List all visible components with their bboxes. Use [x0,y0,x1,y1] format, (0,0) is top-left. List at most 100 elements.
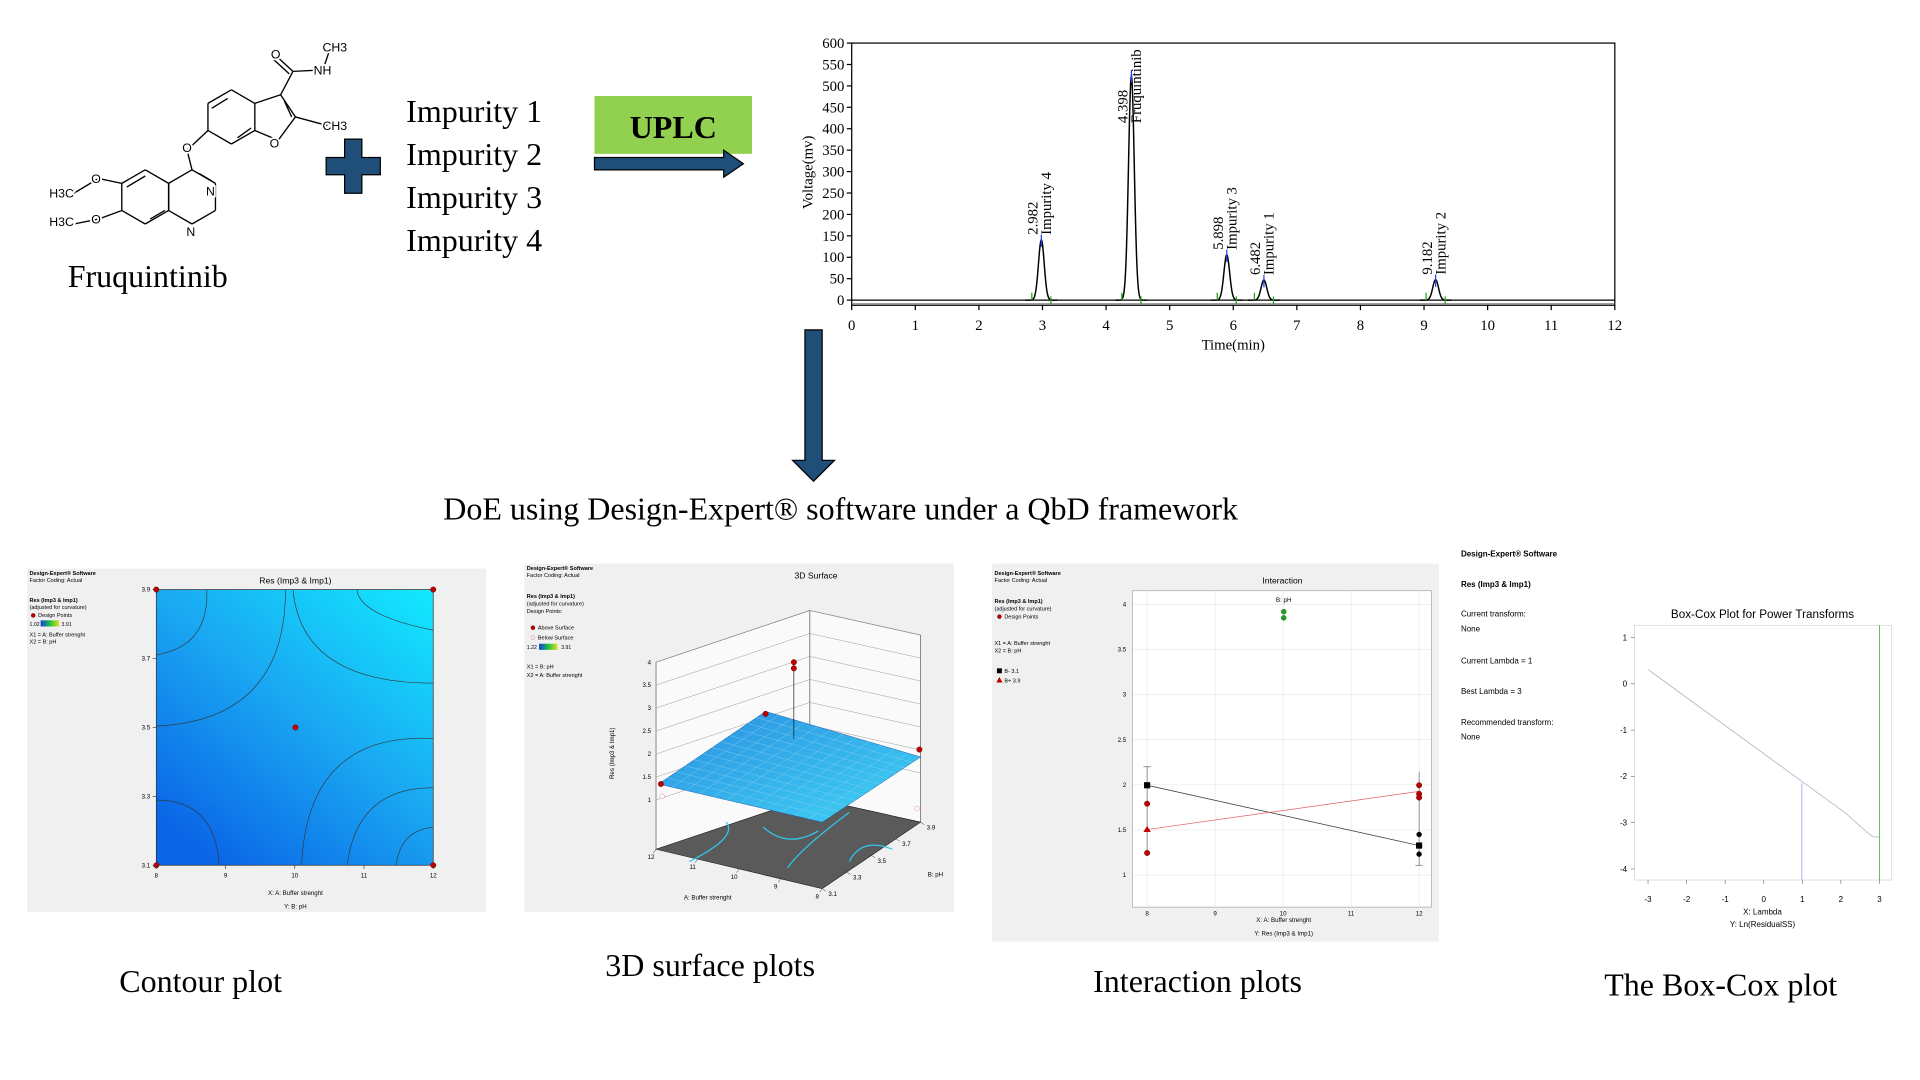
y-tick-label: 1 [1623,633,1628,642]
note-text: Current transform: [1461,610,1526,619]
bond [280,71,294,96]
peak-time-label: 9.182 [1420,241,1436,274]
a-tick [694,858,698,863]
bond [254,94,281,105]
x-axis-label: X: A: Buffer strenght [1256,917,1311,924]
bond [276,56,294,72]
peak-time-label: 2.982 [1026,202,1042,235]
z-tick-label: 3 [648,705,652,712]
b-tick [822,888,827,892]
x-tick-label: 6 [1230,318,1237,334]
y-tick-label: 100 [822,250,844,266]
b-axis-label: B: pH [928,871,943,878]
peak-time-label: 4.398 [1116,90,1132,123]
plot-title: Res (Imp3 & Imp1) [259,575,331,585]
y-tick-label: 2.5 [1118,737,1127,744]
panel-header: Design-Expert® Software [30,570,96,577]
x-tick-label: 1 [912,318,919,334]
bond [144,169,170,184]
x-tick-label: 11 [361,873,368,880]
atom-label: H3C [49,215,74,229]
compound-name: Fruquintinib [68,258,228,294]
y-tick-label: 1 [1123,872,1127,879]
legend-marker [996,676,1003,683]
color-bar-label: 1.22 [527,645,537,651]
surface-mesh [756,717,913,763]
b-tick [895,838,900,842]
y-tick-label: 250 [822,186,844,202]
x-tick-label: 9 [224,873,228,880]
bond [272,58,290,75]
design-point [657,781,664,787]
design-point [762,710,769,717]
x-tick-label: 7 [1293,318,1300,334]
peak [1025,237,1058,301]
legend-text: B- 3.1 [1004,669,1019,675]
design-point [1416,831,1422,838]
panel-caption: The Box-Cox plot [1604,967,1837,1003]
arrow [791,329,836,483]
note-text: Current Lambda = 1 [1461,656,1533,665]
y-tick-label: 3.7 [142,656,151,663]
legend-title: Res (Imp3 & Imp1) [527,594,575,600]
y-tick-label: 0 [1623,680,1628,689]
color-bar-label: 3.91 [62,622,72,628]
y-tick-label: 3.1 [142,862,151,869]
plus-sign [325,138,381,194]
legend-text: (adjusted for curvature) [994,606,1051,612]
note-text: None [1461,733,1481,742]
grid-line [655,679,921,732]
panel-caption: Contour plot [119,963,282,999]
x-axis-label: Time(min) [1202,338,1265,354]
bond [199,172,213,182]
bond [207,89,232,104]
a-tick-label: 8 [816,893,820,900]
design-point [916,746,923,753]
bond [73,218,99,225]
panel-header: Design-Expert® Software [994,570,1060,577]
bond [191,209,216,225]
y-tick-label: 300 [822,165,844,181]
a-axis-label: A: Buffer strenght [684,895,732,902]
x-tick-label: -2 [1683,895,1691,904]
bond [144,209,170,225]
bond [186,129,209,151]
contour-line [156,799,220,866]
surface-mesh [808,752,908,820]
bond [292,69,318,73]
b-tick [920,821,925,825]
panel-header: Design-Expert® Software [527,565,593,572]
y-tick-label: 50 [830,272,845,288]
y-tick-label: 2 [1123,782,1127,789]
method-label: UPLC [630,109,717,145]
plot-frame [1132,590,1432,908]
design-point [530,625,536,630]
y-tick-label: 450 [822,100,844,116]
x-tick-label: 3 [1877,895,1882,904]
factor-text: X1 = A: Buffer strenght [994,641,1050,647]
legend-text: (adjusted for curvature) [527,602,584,608]
x-axis-label: X: Lambda [1743,907,1782,916]
impurity-label: Impurity 4 [406,222,542,258]
x-tick-label: 0 [848,318,855,334]
factor-text: X1 = A: Buffer strenght [30,632,86,638]
panel-header: Factor Coding: Actual [994,578,1047,584]
x-tick-label: 12 [430,873,437,880]
a-tick [777,878,781,883]
bond [323,49,331,68]
bond [295,116,328,127]
y-tick-label: -1 [1620,726,1628,735]
atom-label: O [271,48,281,62]
x-tick-label: 8 [1145,911,1149,918]
peak-name-label: Impurity 2 [1433,212,1449,275]
contour-line [156,589,208,656]
b-tick-label: 3.5 [878,858,887,865]
plot-title: Box-Cox Plot for Power Transforms [1671,608,1854,621]
response-label: Res (Imp3 & Imp1) [1461,580,1531,589]
design-point [1281,608,1287,615]
bond [237,127,252,139]
bond [231,129,256,145]
bond [280,94,296,118]
doe-title: DoE using Design-Expert® software under … [443,490,1238,526]
